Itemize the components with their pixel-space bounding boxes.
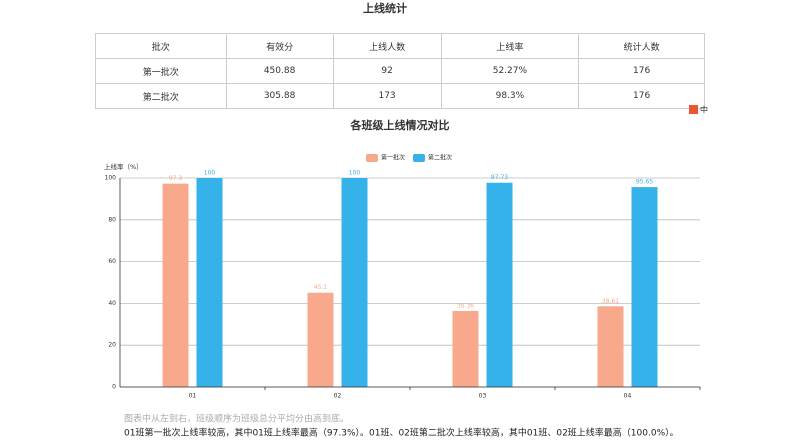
table-cell: 176 [578, 58, 705, 84]
value-label: 36.36 [457, 303, 474, 310]
value-label: 97.73 [491, 174, 508, 181]
legend-label: 第二批次 [428, 154, 452, 162]
table-cell: 176 [578, 83, 705, 109]
table-row: 第二批次 305.88 173 98.3% 176 [95, 83, 705, 109]
value-label: 38.61 [602, 298, 619, 305]
ime-text[interactable]: 中 [700, 105, 708, 115]
bar [341, 178, 368, 387]
bar [162, 183, 189, 387]
value-label: 100 [204, 170, 216, 177]
y-tick-label: 40 [108, 300, 116, 307]
value-label: 100 [349, 170, 361, 177]
x-tick-label: 02 [334, 393, 342, 400]
value-label: 97.3 [169, 175, 183, 182]
bar [196, 178, 223, 387]
bar [307, 292, 334, 387]
note: 图表中从左到右，班级顺序为班级总分平均分由高到底。 [124, 413, 349, 425]
page-title: 上线统计 [363, 1, 407, 15]
y-tick-label: 0 [112, 384, 116, 391]
bar [452, 311, 479, 387]
stats-table: 批次 有效分 上线人数 上线率 统计人数 第一批次 450.88 92 52.27% 176 第二批… [95, 33, 705, 109]
y-tick-label: 80 [108, 216, 116, 223]
table-cell: 第二批次 [95, 83, 227, 109]
x-tick-label: 03 [479, 393, 487, 400]
table-cell: 52.27% [440, 58, 580, 84]
bar [631, 187, 658, 387]
table-cell: 第一批次 [95, 58, 227, 84]
value-label: 95.65 [636, 179, 653, 186]
legend-swatch [366, 154, 378, 162]
legend-label: 第一批次 [381, 154, 405, 162]
ime-icon[interactable] [689, 105, 698, 114]
table-cell: 173 [332, 83, 442, 109]
y-axis-label: 上线率（%） [104, 162, 143, 171]
x-tick-label: 04 [624, 393, 632, 400]
table-row: 批次 有效分 上线人数 上线率 统计人数 [95, 33, 705, 59]
bar [486, 182, 513, 387]
note: 01班第一批次上线率较高，其中01班上线率最高（97.3%）。01班、02班第二… [124, 427, 679, 439]
value-label: 45.1 [314, 284, 328, 291]
y-tick-label: 60 [108, 258, 116, 265]
bar [597, 306, 624, 387]
legend-swatch [413, 154, 425, 162]
x-tick-label: 01 [189, 393, 197, 400]
y-tick-label: 100 [105, 175, 117, 182]
y-tick-label: 20 [108, 342, 116, 349]
table-cell: 统计人数 [578, 33, 705, 59]
chart-title: 各班级上线情况对比 [350, 118, 450, 132]
table-cell: 98.3% [440, 83, 580, 109]
table-cell: 305.88 [225, 83, 334, 109]
